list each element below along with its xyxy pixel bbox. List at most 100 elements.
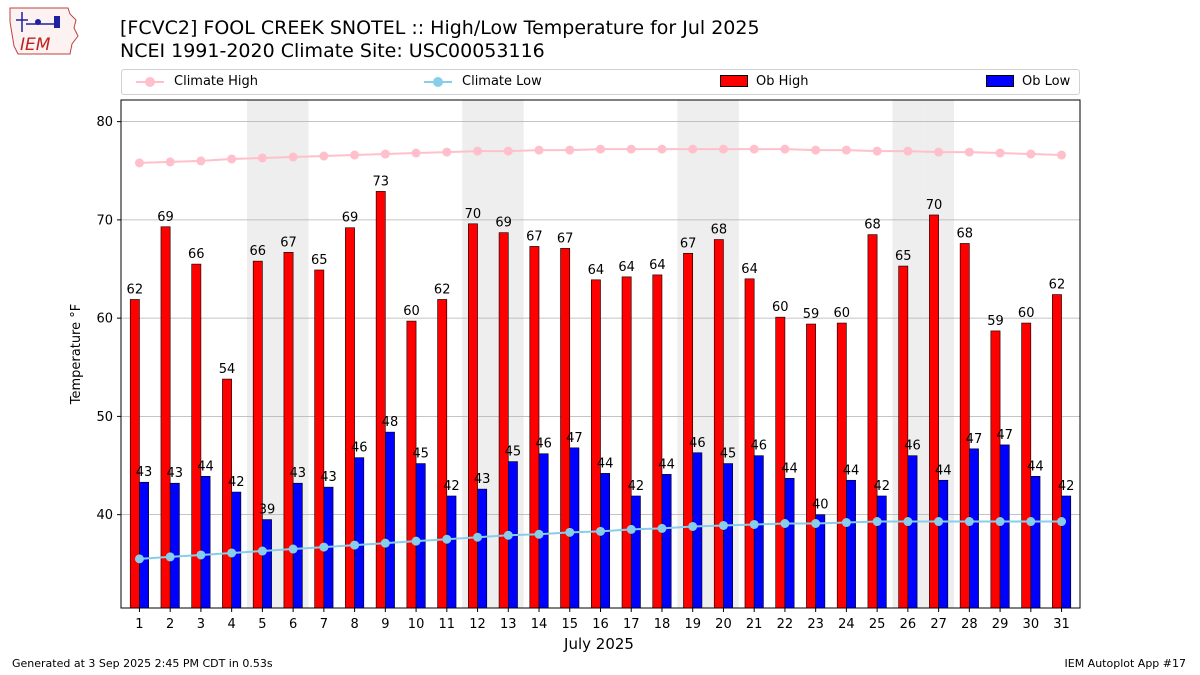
ob-high-label-10: 60 — [403, 304, 420, 319]
footer-generated: Generated at 3 Sep 2025 2:45 PM CDT in 0… — [12, 657, 273, 670]
climate-low-point-9 — [380, 538, 390, 548]
ob-low-label-10: 45 — [412, 447, 429, 462]
x-tick-label-23: 23 — [807, 617, 824, 632]
x-tick-label-24: 24 — [838, 617, 855, 632]
climate-high-point-12 — [473, 146, 483, 156]
climate-low-point-19 — [688, 521, 698, 531]
x-tick-label-26: 26 — [900, 617, 917, 632]
x-tick-label-13: 13 — [500, 617, 517, 632]
legend-label: Climate High — [174, 74, 259, 89]
climate-low-point-27 — [934, 517, 944, 527]
ob-high-label-13: 69 — [495, 216, 512, 231]
climate-high-point-5 — [257, 153, 267, 163]
ob-high-label-14: 67 — [526, 229, 543, 244]
ob-low-bar-30 — [1030, 476, 1041, 609]
x-tick-label-6: 6 — [289, 617, 297, 632]
climate-high-point-31 — [1057, 150, 1067, 160]
y-tick-label-70: 70 — [96, 213, 113, 228]
ob-high-label-30: 60 — [1018, 306, 1035, 321]
ob-low-bar-9 — [385, 431, 395, 609]
ob-low-label-26: 46 — [904, 439, 921, 454]
ob-low-label-29: 47 — [996, 428, 1013, 443]
ob-low-label-12: 43 — [474, 472, 491, 487]
chart-subtitle: NCEI 1991-2020 Climate Site: USC00053116 — [120, 40, 545, 62]
legend-label: Ob High — [756, 74, 809, 89]
climate-high-point-23 — [811, 145, 821, 155]
climate-low-point-3 — [196, 550, 206, 560]
ob-high-label-15: 67 — [557, 231, 574, 246]
ob-low-bar-1 — [139, 481, 149, 609]
ob-high-label-29: 59 — [987, 314, 1004, 329]
ob-low-label-8: 46 — [351, 441, 368, 456]
ob-low-label-17: 42 — [628, 479, 645, 494]
ob-high-label-16: 64 — [588, 263, 605, 278]
y-tick-label-60: 60 — [96, 312, 113, 327]
ob-high-label-20: 68 — [711, 223, 728, 238]
climate-high-point-15 — [565, 145, 575, 155]
ob-high-label-12: 70 — [465, 207, 482, 222]
ob-low-bar-11 — [446, 495, 457, 609]
legend-ob-high: Ob High — [720, 73, 809, 91]
ob-low-label-5: 39 — [259, 503, 276, 518]
ob-low-bar-16 — [600, 473, 611, 609]
ob-low-label-31: 42 — [1058, 479, 1075, 494]
iem-logo: IEM — [9, 7, 79, 55]
x-tick-label-5: 5 — [258, 617, 266, 632]
climate-low-point-22 — [780, 518, 790, 528]
ob-high-bar-31 — [1052, 294, 1062, 609]
ob-high-bar-2 — [160, 226, 171, 609]
ob-high-label-26: 65 — [895, 249, 912, 264]
ob-low-label-19: 46 — [689, 436, 706, 451]
x-tick-label-7: 7 — [320, 617, 328, 632]
climate-high-point-4 — [227, 154, 237, 164]
climate-high-point-20 — [718, 144, 728, 154]
ob-low-bar-8 — [354, 457, 365, 609]
y-tick-label-80: 80 — [96, 115, 113, 130]
chart-title: [FCVC2] FOOL CREEK SNOTEL :: High/Low Te… — [120, 17, 760, 39]
ob-low-label-11: 42 — [443, 479, 460, 494]
ob-low-bar-20 — [723, 463, 733, 609]
x-tick-label-1: 1 — [135, 617, 143, 632]
ob-high-bar-4 — [222, 378, 232, 609]
ob-low-label-23: 40 — [812, 498, 829, 513]
x-tick-label-25: 25 — [869, 617, 886, 632]
climate-high-point-13 — [503, 146, 513, 156]
climate-low-point-23 — [811, 518, 821, 528]
ob-high-bar-16 — [590, 279, 601, 609]
ob-low-bar-3 — [200, 476, 211, 609]
climate-lines — [134, 144, 1067, 564]
climate-high-point-2 — [165, 157, 175, 167]
x-tick-label-20: 20 — [715, 617, 732, 632]
ob-low-label-14: 46 — [535, 437, 552, 452]
ob-high-label-3: 66 — [188, 247, 205, 262]
ob-high-label-18: 64 — [649, 258, 666, 273]
ob-high-bar-15 — [560, 248, 571, 609]
x-tick-label-30: 30 — [1023, 617, 1040, 632]
legend-climate-low: Climate Low — [424, 73, 542, 91]
ob-high-label-7: 65 — [311, 253, 328, 268]
ob-low-label-4: 42 — [228, 475, 245, 490]
x-tick-label-3: 3 — [197, 617, 205, 632]
ob-low-label-2: 43 — [167, 466, 184, 481]
climate-low-point-12 — [473, 532, 483, 542]
climate-high-point-1 — [134, 158, 144, 168]
ob-high-bar-14 — [529, 246, 540, 609]
ob-high-bar-10 — [406, 320, 417, 609]
ob-high-label-2: 69 — [157, 210, 174, 225]
x-tick-label-31: 31 — [1053, 617, 1070, 632]
x-tick-label-14: 14 — [531, 617, 548, 632]
ob-low-label-27: 44 — [935, 463, 952, 478]
ob-high-swatch — [720, 74, 748, 87]
ob-low-bar-5 — [262, 519, 272, 609]
y-axis-label: Temperature °F — [69, 304, 84, 405]
x-tick-label-2: 2 — [166, 617, 174, 632]
x-tick-label-29: 29 — [992, 617, 1009, 632]
climate-low-point-26 — [903, 517, 913, 527]
climate-low-point-24 — [841, 518, 851, 528]
climate-low-point-8 — [350, 540, 360, 550]
x-tick-label-15: 15 — [561, 617, 578, 632]
ob-low-bar-21 — [753, 455, 764, 609]
climate-low-point-20 — [718, 520, 728, 530]
ob-low-bar-18 — [661, 474, 672, 609]
